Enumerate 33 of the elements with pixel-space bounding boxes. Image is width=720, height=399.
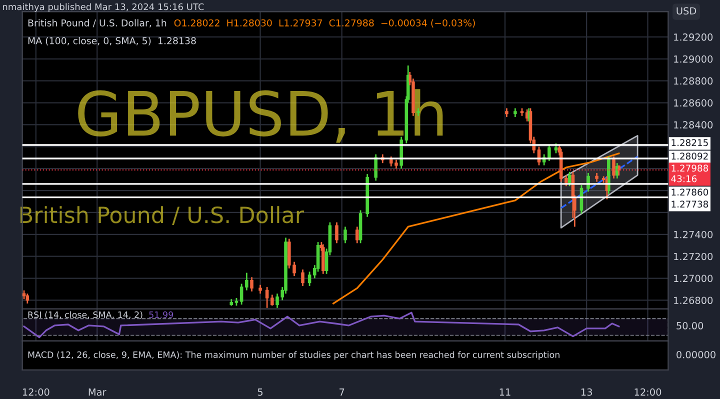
ref-line-label: 1.28215 — [672, 139, 708, 146]
y-tick-label: 1.28800 — [674, 77, 713, 85]
y-tick-label: 1.26800 — [674, 296, 713, 304]
chart-title: RSI (14, close, SMA, 14, 2) — [28, 311, 142, 320]
y-tick-label: 1.27400 — [674, 230, 713, 238]
y-tick-label: 1.28400 — [674, 121, 713, 129]
x-tick-label: Mar — [88, 388, 106, 396]
y-tick-label: 1.29200 — [674, 33, 713, 41]
ref-line-label: 1.27738 — [672, 200, 708, 208]
text: 0.00000 — [676, 350, 716, 358]
text: 50.00 — [676, 322, 704, 330]
line-series — [332, 152, 620, 304]
annotation: O1.28022 H1.28030 L1.27937 C1.27988 −0.00034 (−0.03%) — [174, 19, 475, 28]
y-tick-label: 1.27000 — [674, 274, 713, 282]
x-tick-label: 12:00 — [634, 388, 662, 396]
x-tick-label: 7 — [340, 388, 344, 396]
annotation: 51.99 — [149, 311, 174, 318]
x-tick-label: 11 — [500, 388, 510, 396]
text: USD — [676, 7, 696, 15]
ref-line-label: 1.27860 — [672, 188, 708, 196]
annotation: MA (100, close, 0, SMA, 5) 1.28138 — [28, 36, 196, 46]
ref-line-label: 1.27988 43:16 — [671, 164, 708, 182]
y-tick-label: 1.27200 — [674, 252, 713, 260]
ref-line-label: 1.28092 — [672, 152, 708, 160]
y-tick-label: 1.28600 — [674, 99, 713, 107]
text: British Pound / U.S. Dollar, 1h — [28, 19, 166, 28]
annotation: nmaithya published Mar 13, 2024 15:16 UTC — [2, 3, 204, 12]
text: MACD (12, 26, close, 9, EMA, EMA): The maximum number of studies per chart has been reached for current subscription — [28, 351, 560, 360]
x-tick-label: 5 — [258, 388, 263, 396]
annotation: British Pound / U.S. Dollar — [20, 206, 304, 226]
y-tick-label: 1.29000 — [674, 55, 713, 63]
x-tick-label: 12:00 — [22, 388, 50, 396]
x-tick-label: 13 — [581, 388, 592, 396]
